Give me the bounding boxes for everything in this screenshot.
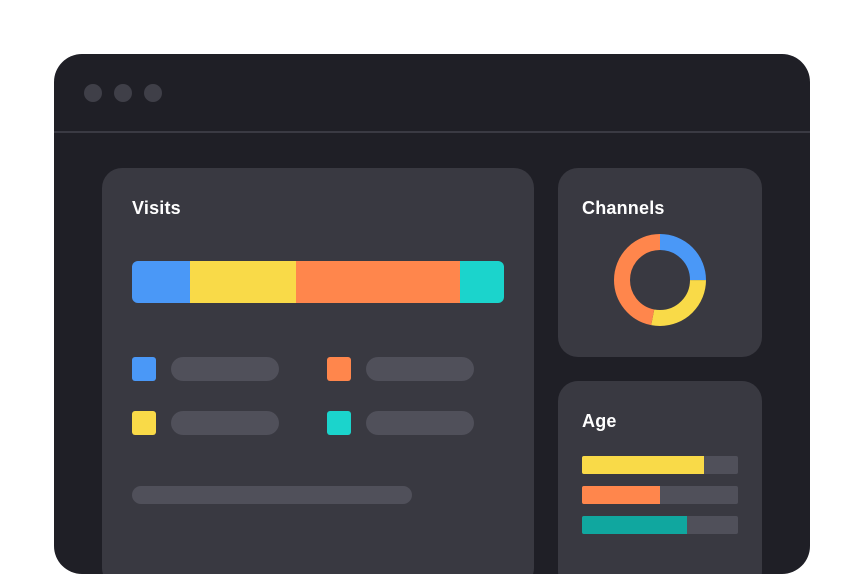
legend-swatch-blue	[132, 357, 156, 381]
age-bar-fill	[582, 516, 687, 534]
visits-title: Visits	[132, 198, 181, 218]
legend-swatch-teal	[327, 411, 351, 435]
channels-donut-chart	[614, 234, 706, 326]
legend-label-placeholder	[171, 411, 279, 435]
visits-card: Visits	[102, 168, 534, 574]
age-bar-track	[582, 486, 738, 504]
summary-placeholder	[132, 486, 412, 504]
donut-slice	[614, 234, 706, 326]
age-bar-fill	[582, 456, 704, 474]
window-minimize-dot[interactable]	[114, 84, 132, 102]
title-bar	[54, 54, 810, 133]
window-maximize-dot[interactable]	[144, 84, 162, 102]
donut-slice	[614, 234, 706, 326]
stacked-bar-segment	[132, 261, 191, 303]
age-bar-track	[582, 456, 738, 474]
age-bar-fill	[582, 486, 660, 504]
legend-label-placeholder	[171, 357, 279, 381]
browser-window: Visits Channels Age	[54, 54, 810, 574]
legend-label-placeholder	[366, 357, 474, 381]
visits-stacked-bar	[132, 261, 504, 303]
legend-swatch-orange	[327, 357, 351, 381]
window-close-dot[interactable]	[84, 84, 102, 102]
channels-title: Channels	[582, 198, 665, 218]
legend-label-placeholder	[366, 411, 474, 435]
stacked-bar-segment	[190, 261, 297, 303]
age-bar-track	[582, 516, 738, 534]
stacked-bar-segment	[459, 261, 504, 303]
age-card: Age	[558, 381, 762, 574]
age-title: Age	[582, 411, 617, 431]
channels-card: Channels	[558, 168, 762, 357]
stacked-bar-segment	[296, 261, 460, 303]
legend-swatch-yellow	[132, 411, 156, 435]
